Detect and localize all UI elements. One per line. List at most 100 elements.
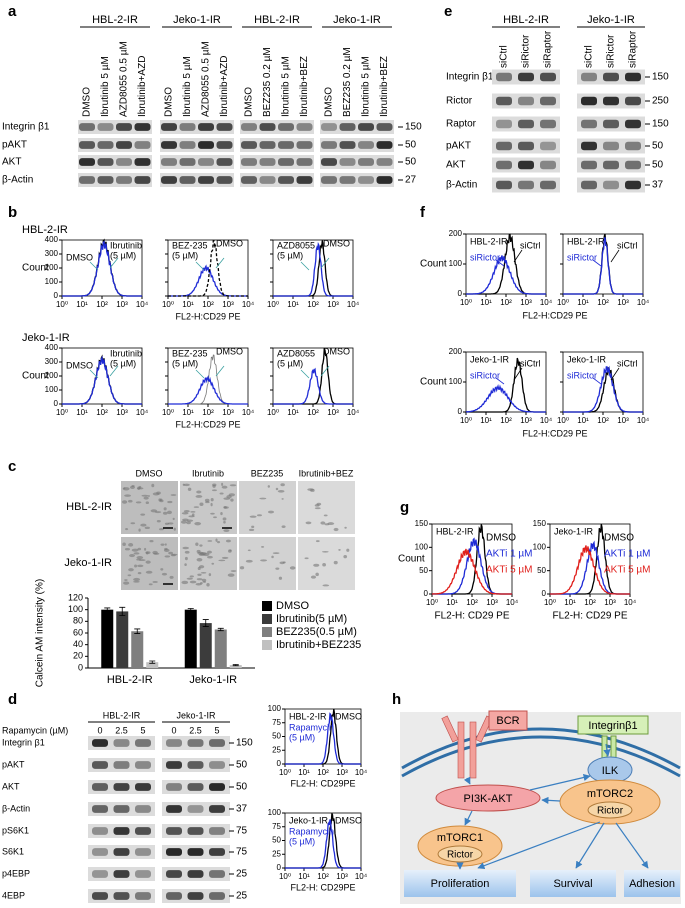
cell xyxy=(307,488,314,491)
micrograph xyxy=(298,481,355,534)
blot-strip xyxy=(160,120,234,134)
blot-band xyxy=(179,176,196,184)
lane-label: siCtrl xyxy=(584,45,595,68)
cell xyxy=(223,497,231,500)
cell xyxy=(289,566,296,570)
y-tick-label: 120 xyxy=(68,592,83,602)
error-bar xyxy=(104,607,111,612)
cell xyxy=(190,511,196,513)
blot-band xyxy=(259,176,276,184)
blot-row-label: p4EBP xyxy=(2,868,30,878)
cell xyxy=(247,549,251,552)
blot-band xyxy=(278,141,294,149)
blot-band xyxy=(216,141,233,149)
y-tick-label: 100 xyxy=(415,542,429,551)
x-tick-label: 10² xyxy=(500,416,512,425)
blot-band xyxy=(296,158,313,166)
cell xyxy=(181,580,189,585)
panel-label: a xyxy=(8,3,17,20)
cell xyxy=(207,555,213,559)
cell xyxy=(145,501,149,505)
histogram-curve xyxy=(62,355,142,405)
cell xyxy=(338,549,341,551)
blot-band xyxy=(376,141,393,149)
outcome-label: Adhesion xyxy=(629,878,675,890)
annotation: DMSO xyxy=(216,346,243,356)
blot-band xyxy=(241,176,257,184)
y-tick-label: 80 xyxy=(73,616,83,626)
cell xyxy=(206,583,210,587)
blot-band xyxy=(166,805,182,813)
blot-band xyxy=(166,783,182,791)
blot-band xyxy=(518,96,534,106)
blot-row-label: pAKT xyxy=(2,759,25,769)
y-tick-label: 0 xyxy=(458,407,463,416)
dose-label: 5 xyxy=(140,725,145,735)
cell xyxy=(131,485,135,487)
blot-band xyxy=(92,805,108,813)
blot-band xyxy=(603,141,619,151)
blot-strip xyxy=(160,138,234,152)
y-tick-label: 50 xyxy=(272,836,281,845)
cell xyxy=(152,550,158,555)
pi3k-node xyxy=(435,784,541,812)
y-tick-label: 0 xyxy=(458,289,463,298)
row-label: Jeko-1-IR xyxy=(64,557,112,569)
blot-row-label: Integrin β1 xyxy=(2,737,45,747)
blot-band xyxy=(198,141,214,149)
x-tick-label: 10¹ xyxy=(564,598,576,607)
cell xyxy=(140,523,147,527)
outcome-box xyxy=(404,870,516,897)
error-bar xyxy=(119,606,126,616)
mtorc2-label: mTORC2 xyxy=(587,788,633,800)
cell xyxy=(122,542,126,547)
histogram-curve xyxy=(285,712,361,765)
y-axis-label: Count xyxy=(420,377,447,388)
x-tick-label: 10¹ xyxy=(76,300,88,309)
blot-band xyxy=(135,739,151,747)
cell xyxy=(123,581,130,585)
blot-band xyxy=(92,739,108,747)
histogram-curve xyxy=(273,367,353,405)
panel-label: f xyxy=(420,204,426,221)
cell xyxy=(130,522,136,525)
histogram-curve xyxy=(563,365,643,413)
arrow xyxy=(603,743,611,757)
dose-label: 2.5 xyxy=(189,725,202,735)
x-axis-label: FL2-H: CD29 PE xyxy=(434,611,509,622)
x-tick-label: 10² xyxy=(317,768,329,777)
legend-swatch xyxy=(262,601,272,611)
annotation: (5 µM) xyxy=(172,358,198,368)
cell xyxy=(196,490,202,494)
blot-band xyxy=(376,123,393,131)
cell xyxy=(164,555,171,558)
blot-band xyxy=(134,141,151,149)
legend-label: Ibrutinib+BEZ235 xyxy=(276,639,361,651)
row-title: HBL-2-IR xyxy=(22,224,68,236)
lane-label: Ibrutinib+BEZ xyxy=(299,56,310,117)
pi3k-label: PI3K-AKT xyxy=(464,793,513,805)
pointer xyxy=(495,259,505,267)
histogram-curve xyxy=(550,545,630,595)
bar xyxy=(199,623,212,668)
y-tick-label: 300 xyxy=(45,249,59,258)
blot-band xyxy=(161,141,177,149)
blot-band xyxy=(209,827,225,835)
receptor-chain xyxy=(457,721,465,779)
arrow xyxy=(541,796,561,804)
pointer xyxy=(215,365,225,377)
cell xyxy=(210,512,215,515)
pointer xyxy=(300,369,310,379)
x-tick-label: 10² xyxy=(597,416,609,425)
x-tick-label: 10⁴ xyxy=(355,872,368,881)
mw-label: 50 xyxy=(652,141,664,152)
blot-strip xyxy=(78,120,152,134)
receptor-chain xyxy=(469,721,477,779)
x-tick-label: 10⁰ xyxy=(557,298,569,307)
blot-band xyxy=(540,180,556,190)
cell xyxy=(141,494,149,497)
histogram-curve xyxy=(168,264,248,297)
blot-band xyxy=(187,739,204,747)
legend-swatch xyxy=(262,627,272,637)
